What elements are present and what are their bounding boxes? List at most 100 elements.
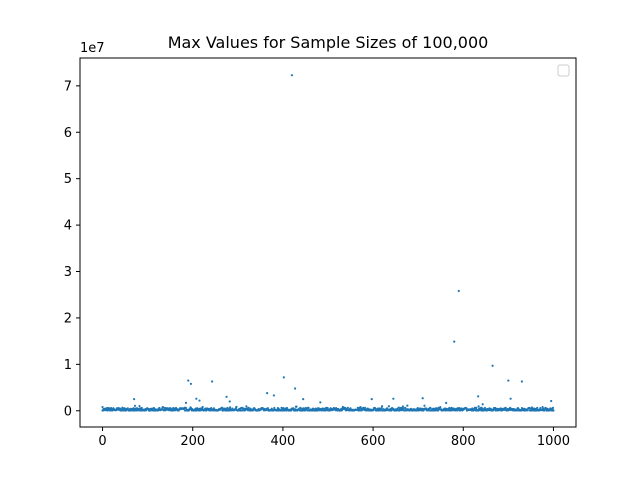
- data-point: [515, 409, 519, 412]
- data-point: [429, 406, 432, 409]
- data-point: [423, 404, 426, 407]
- y-tick-label: 6: [64, 126, 72, 141]
- data-point: [494, 406, 497, 410]
- data-point: [380, 406, 383, 410]
- x-tick-label: 400: [270, 434, 295, 449]
- data-point: [483, 406, 487, 410]
- data-point: [293, 387, 297, 390]
- data-point: [195, 397, 198, 400]
- data-point: [551, 406, 555, 409]
- y-axis-ticks: 0 1 2 3 4 5 6 7: [64, 79, 80, 419]
- data-points: [101, 74, 555, 412]
- data-point: [536, 406, 539, 409]
- data-point: [299, 406, 302, 409]
- data-point: [133, 398, 136, 401]
- data-point: [552, 409, 555, 412]
- data-point: [520, 380, 523, 383]
- x-axis-ticks: 0 200 400 600 800 1000: [98, 427, 570, 449]
- data-point: [436, 409, 440, 412]
- y-tick-label: 1: [64, 358, 72, 373]
- data-point: [225, 395, 228, 398]
- data-point: [198, 399, 201, 402]
- data-point: [481, 403, 484, 406]
- data-point: [211, 380, 214, 383]
- data-point: [541, 407, 545, 410]
- data-point: [402, 407, 405, 410]
- data-point: [346, 406, 349, 409]
- data-point: [425, 407, 428, 410]
- data-point: [363, 406, 367, 409]
- data-point: [406, 404, 409, 407]
- data-point: [266, 392, 269, 395]
- data-point: [292, 407, 295, 410]
- data-point: [401, 405, 404, 408]
- data-point: [282, 376, 285, 379]
- data-point: [212, 407, 216, 410]
- y-tick-label: 5: [64, 172, 72, 187]
- data-point: [272, 394, 275, 397]
- data-point: [228, 400, 231, 403]
- data-point: [101, 405, 104, 409]
- data-point: [509, 397, 512, 400]
- y-tick-label: 7: [64, 79, 72, 94]
- data-point: [381, 405, 384, 408]
- data-point: [201, 407, 204, 410]
- data-point: [282, 406, 285, 410]
- data-point: [307, 406, 310, 410]
- data-point: [121, 406, 124, 409]
- data-point: [392, 397, 395, 400]
- data-point: [290, 74, 294, 77]
- y-offset-label: 1e7: [80, 41, 105, 56]
- data-point: [457, 289, 460, 293]
- data-point: [340, 408, 344, 412]
- data-point: [370, 398, 373, 401]
- data-point: [161, 406, 165, 409]
- data-point: [245, 405, 248, 408]
- y-tick-label: 4: [64, 219, 72, 234]
- data-point: [280, 406, 283, 409]
- data-point: [445, 401, 448, 404]
- data-point: [421, 397, 424, 400]
- data-point: [431, 407, 435, 410]
- x-tick-label: 600: [361, 434, 386, 449]
- data-point: [319, 401, 322, 404]
- data-point: [184, 401, 188, 404]
- plot-frame: [79, 57, 577, 428]
- data-point: [126, 407, 129, 410]
- data-point: [526, 409, 529, 412]
- data-point: [477, 405, 480, 408]
- data-point: [205, 409, 208, 412]
- data-point: [119, 407, 122, 410]
- x-tick-label: 0: [98, 434, 106, 449]
- data-point: [138, 404, 141, 408]
- data-point: [491, 364, 494, 367]
- data-point: [235, 405, 238, 408]
- legend-box: [557, 64, 570, 77]
- data-point: [475, 406, 478, 409]
- data-point: [140, 406, 143, 410]
- data-point: [504, 406, 507, 409]
- data-point: [550, 399, 553, 403]
- data-point: [266, 407, 270, 410]
- data-point: [201, 405, 204, 409]
- data-point: [439, 405, 442, 409]
- x-tick-label: 1000: [537, 434, 570, 449]
- data-point: [507, 379, 510, 382]
- data-point: [189, 382, 193, 385]
- data-point: [247, 406, 250, 409]
- data-point: [184, 406, 188, 410]
- data-point: [302, 398, 305, 401]
- data-point: [387, 405, 390, 408]
- y-tick-label: 2: [64, 311, 72, 326]
- data-point: [187, 379, 190, 382]
- data-point: [397, 406, 400, 409]
- x-tick-label: 800: [451, 434, 476, 449]
- chart-title: Max Values for Sample Sizes of 100,000: [168, 33, 489, 52]
- x-tick-label: 200: [180, 434, 205, 449]
- y-tick-label: 0: [64, 404, 72, 419]
- data-point: [548, 409, 551, 412]
- y-tick-label: 3: [64, 265, 72, 280]
- data-point: [133, 404, 137, 407]
